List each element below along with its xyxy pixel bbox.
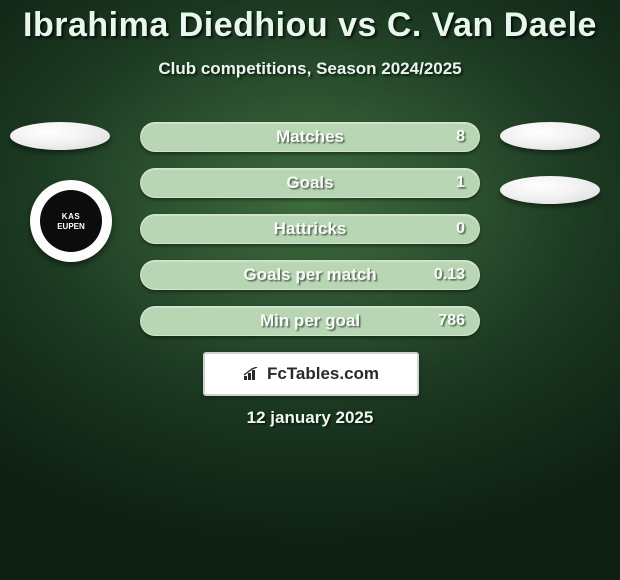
stat-label: Matches — [141, 123, 479, 151]
stats-rows: Matches 8 Goals 1 Hattricks 0 Goals per … — [140, 122, 480, 352]
brand-badge: FcTables.com — [203, 352, 419, 396]
stat-label: Hattricks — [141, 215, 479, 243]
stat-row: Min per goal 786 — [140, 306, 480, 336]
club-badge-line1: KAS — [57, 212, 85, 222]
club-badge: KAS EUPEN — [20, 180, 120, 270]
club-badge-inner: KAS EUPEN — [40, 190, 102, 252]
comparison-card: Ibrahima Diedhiou vs C. Van Daele Club c… — [0, 0, 620, 580]
stat-value: 1 — [456, 169, 465, 197]
club-badge-line2: EUPEN — [57, 222, 85, 231]
stat-row: Goals 1 — [140, 168, 480, 198]
subtitle: Club competitions, Season 2024/2025 — [0, 59, 620, 79]
stat-label: Goals per match — [141, 261, 479, 289]
stat-value: 8 — [456, 123, 465, 151]
stat-value: 0 — [456, 215, 465, 243]
stat-row: Hattricks 0 — [140, 214, 480, 244]
player-right-slot-1 — [500, 122, 600, 150]
stat-label: Goals — [141, 169, 479, 197]
chart-icon — [243, 367, 261, 381]
page-title: Ibrahima Diedhiou vs C. Van Daele — [0, 0, 620, 45]
date-label: 12 january 2025 — [0, 408, 620, 428]
stat-label: Min per goal — [141, 307, 479, 335]
stat-row: Matches 8 — [140, 122, 480, 152]
brand-text: FcTables.com — [267, 364, 379, 384]
stat-value: 786 — [438, 307, 465, 335]
player-left-slot-1 — [10, 122, 110, 150]
stat-row: Goals per match 0.13 — [140, 260, 480, 290]
stat-value: 0.13 — [434, 261, 465, 289]
player-right-slot-2 — [500, 176, 600, 204]
